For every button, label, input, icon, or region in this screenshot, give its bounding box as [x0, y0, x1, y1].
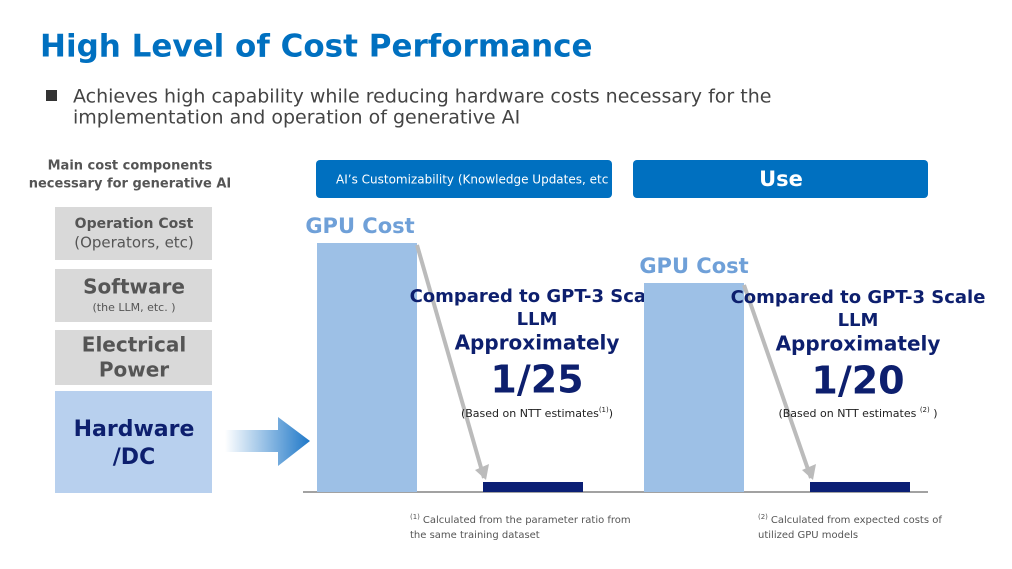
bar: [483, 482, 583, 492]
note: (Based on NTT estimates (2) ): [778, 406, 937, 420]
note-part: (1): [599, 406, 609, 414]
title: High Level of Cost Performance: [40, 29, 593, 65]
annotation: Approximately: [776, 332, 941, 356]
component-box: [55, 391, 212, 493]
bar: [644, 283, 744, 492]
annotation: Compared to GPT-3 Scale: [731, 287, 986, 308]
component-label: Operation Cost: [75, 216, 194, 232]
bar-title: GPU Cost: [639, 254, 748, 278]
note-part: (2): [920, 406, 930, 414]
component-box: [55, 207, 212, 260]
trend-arrow: [415, 244, 486, 479]
bullet-mark: [46, 90, 57, 101]
header-text: AI’s Customizability (Knowledge Updates,…: [336, 173, 608, 187]
bullet-text: Achieves high capability while reducing …: [73, 86, 771, 108]
footnote-text: Calculated from expected costs of: [771, 515, 942, 526]
annotation: LLM: [838, 310, 879, 331]
component-label: /DC: [113, 445, 155, 470]
footnote-text: Calculated from the parameter ratio from: [423, 515, 631, 526]
header-box: [316, 160, 612, 198]
header-box: [633, 160, 928, 198]
note: (Based on NTT estimates(1)): [461, 406, 613, 420]
footnote: utilized GPU models: [758, 530, 858, 541]
component-label: Software: [83, 275, 185, 299]
annotation: LLM: [517, 309, 558, 330]
note-part: (Based on NTT estimates: [778, 407, 919, 420]
components-heading: necessary for generative AI: [29, 177, 232, 192]
annotation: Approximately: [455, 331, 620, 355]
component-sub: (the LLM, etc. ): [93, 301, 176, 314]
component-label: Hardware: [74, 417, 195, 442]
header-text: Use: [759, 167, 803, 191]
arrow: [225, 417, 310, 466]
note-part: ): [609, 407, 613, 420]
footnote: (1) Calculated from the parameter ratio f…: [410, 513, 631, 526]
footnote-text: the same training dataset: [410, 530, 540, 541]
component-box: [55, 330, 212, 385]
annotation: 1/25: [490, 358, 583, 402]
note-part: ): [930, 407, 938, 420]
bar: [810, 482, 910, 492]
bullet-text: implementation and operation of generati…: [73, 107, 520, 129]
component-label: Power: [99, 358, 169, 382]
trend-arrowhead: [802, 464, 816, 480]
bar: [317, 243, 417, 492]
component-sub: (Operators, etc): [74, 234, 194, 252]
bar-title: GPU Cost: [305, 214, 414, 238]
annotation: Compared to GPT-3 Scale: [410, 286, 665, 307]
footnote: the same training dataset: [410, 530, 540, 541]
note-part: (Based on NTT estimates: [461, 407, 599, 420]
footnote-text: utilized GPU models: [758, 530, 858, 541]
footnote-ref: (2): [758, 513, 768, 521]
footnote: (2) Calculated from expected costs of: [758, 513, 942, 526]
trend-arrowhead: [475, 464, 489, 480]
component-label: Electrical: [82, 333, 186, 357]
component-box: [55, 269, 212, 322]
annotation: 1/20: [811, 359, 904, 403]
trend-arrow: [742, 284, 813, 479]
footnote-ref: (1): [410, 513, 420, 521]
components-heading: Main cost components: [48, 159, 213, 174]
